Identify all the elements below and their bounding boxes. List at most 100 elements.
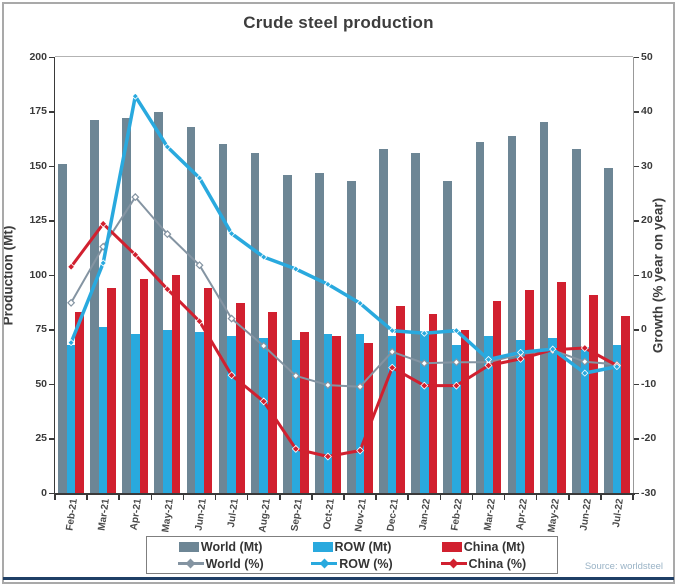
bar-row (612, 344, 622, 493)
bar-group-Nov-21 (347, 181, 373, 493)
left-axis-title: Production (Mt) (0, 225, 16, 326)
markers-row (67, 92, 621, 377)
diamond-marker-icon (448, 558, 459, 569)
bar-world (250, 152, 260, 493)
bar-group-May-22 (539, 122, 566, 493)
bar-group-Apr-21 (122, 118, 149, 493)
right-axis-tick (634, 383, 639, 385)
bar-group-Sep-21 (282, 174, 309, 493)
x-axis-tick (118, 495, 120, 500)
bar-world (604, 168, 613, 493)
right-axis-tick-label: 50 (641, 50, 653, 63)
x-axis-tick (279, 495, 281, 500)
bar-world (186, 126, 196, 493)
left-axis-tick (49, 165, 54, 167)
bar-row (387, 336, 397, 493)
bar-world (58, 163, 67, 493)
bar-china (300, 331, 309, 493)
legend-item-china-pct: China (%) (418, 557, 549, 571)
bar-china (364, 342, 373, 493)
right-axis-tick-label: 40 (641, 105, 653, 117)
diamond-marker-icon (319, 558, 330, 569)
bar-china (75, 312, 84, 493)
bar-row (163, 329, 172, 493)
left-axis-tick (49, 56, 54, 58)
right-axis-tick (634, 329, 639, 331)
bar-group-May-21 (154, 111, 181, 493)
bar-china (524, 290, 534, 493)
right-axis-tick (634, 492, 639, 494)
line-row (69, 94, 618, 375)
bar-row (259, 338, 269, 493)
bottom-axis-line (53, 493, 635, 495)
diamond-marker-icon (185, 558, 196, 569)
x-axis-tick (311, 495, 313, 500)
x-axis-tick (600, 495, 602, 500)
x-axis-tick (632, 495, 634, 500)
bar-world (347, 181, 356, 493)
bar-world (507, 135, 517, 493)
right-axis-tick-label: 20 (641, 214, 653, 226)
right-axis-tick-label: 0 (641, 323, 647, 335)
china-bar-swatch (441, 541, 462, 552)
bar-world (379, 148, 388, 493)
bar-group-Mar-22 (475, 142, 502, 493)
bar-china (589, 294, 598, 493)
left-axis-tick (49, 111, 54, 113)
bar-group-Jun-22 (571, 148, 598, 493)
legend-item-row-mt: ROW (Mt) (286, 540, 417, 554)
legend-label-china-mt: China (Mt) (463, 539, 525, 554)
x-axis-label: Jul-22 (610, 498, 626, 529)
bar-china (332, 336, 341, 493)
x-axis-tick (471, 495, 474, 500)
legend-label-world-pct: World (%) (205, 556, 264, 571)
right-axis-tick-label: 10 (641, 268, 653, 281)
legend-item-world-pct: World (%) (155, 557, 286, 571)
bar-group-Dec-21 (379, 148, 406, 493)
left-axis-line (53, 57, 55, 495)
bar-row (291, 340, 301, 493)
bar-world (122, 118, 131, 493)
bar-world (90, 120, 99, 493)
right-axis-tick (634, 274, 639, 276)
markers-china (67, 219, 621, 461)
row-line-swatch (311, 558, 338, 569)
row-bar-swatch (312, 541, 333, 552)
x-axis-tick (86, 495, 88, 500)
x-axis-tick (182, 495, 185, 500)
bar-world (443, 181, 453, 493)
bar-row (355, 333, 365, 493)
bar-group-Apr-22 (507, 135, 534, 493)
left-axis-tick (49, 438, 54, 440)
lines-layer (55, 57, 633, 493)
x-axis-label: Mar-21 (96, 498, 113, 532)
x-axis-tick (246, 495, 249, 500)
china-line-swatch (440, 558, 467, 569)
bar-row (580, 346, 590, 493)
chart-title: Crude steel production (243, 13, 434, 32)
legend-label-world-mt: World (Mt) (200, 539, 263, 554)
x-axis-label: Apr-21 (128, 498, 145, 531)
bar-row (548, 338, 558, 493)
left-axis-tick-label: 75 (35, 323, 47, 335)
bar-china (171, 275, 181, 493)
legend-label-china-pct: China (%) (468, 556, 527, 571)
world-bar-swatch (178, 541, 199, 552)
x-axis-tick (214, 495, 217, 500)
left-axis-tick-label: 125 (29, 214, 47, 226)
bar-china (460, 329, 470, 493)
world-line-swatch (177, 558, 204, 569)
bar-group-Feb-21 (58, 163, 84, 493)
left-axis-tick (49, 274, 54, 276)
bar-world (282, 174, 292, 493)
bar-group-Jul-22 (604, 168, 630, 493)
x-axis-tick (343, 495, 345, 500)
bar-row (130, 333, 140, 493)
bar-row (419, 333, 429, 493)
left-axis-tick (49, 383, 54, 385)
bar-china (621, 316, 630, 493)
bar-group-Mar-21 (90, 120, 117, 493)
bar-world (475, 142, 485, 493)
left-axis-tick-label: 25 (35, 432, 47, 444)
